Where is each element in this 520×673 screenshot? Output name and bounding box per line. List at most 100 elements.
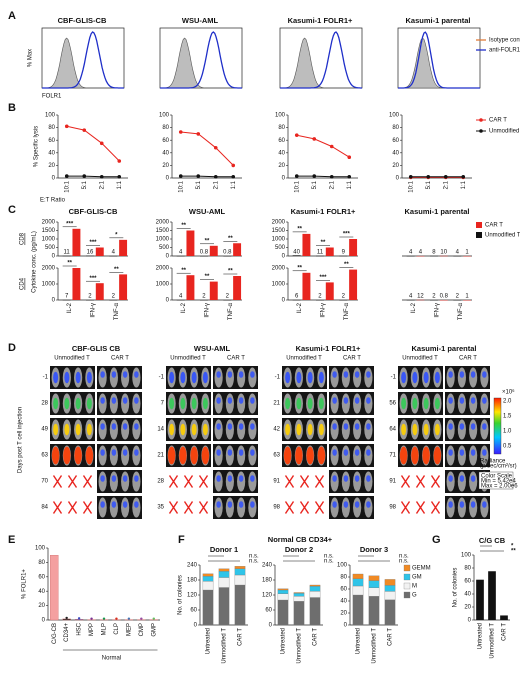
- image-panel: [282, 418, 327, 441]
- significance-label: n.s.: [249, 559, 259, 565]
- value-label: 11: [317, 250, 324, 256]
- bar: [119, 274, 128, 300]
- signal: [190, 446, 198, 465]
- x-tick-label: 1:1: [461, 180, 467, 189]
- image-panel: [166, 366, 211, 389]
- x-tick-label: TNF-α: [344, 302, 350, 320]
- image-panel: [329, 392, 374, 415]
- x-tick-label: C/G-CB: [52, 623, 58, 644]
- point: [312, 174, 317, 178]
- y-tick-label: 1500: [156, 228, 170, 234]
- death-mark: [198, 475, 209, 488]
- panel-a-title: WSU-AML: [182, 16, 219, 25]
- signal: [180, 423, 186, 436]
- signal: [411, 446, 419, 465]
- image-panel: [166, 392, 211, 415]
- death-mark: [67, 475, 78, 488]
- image-panel: [97, 496, 142, 519]
- signal: [470, 371, 476, 378]
- bar: [325, 247, 334, 256]
- signal: [399, 446, 408, 465]
- significance-label: **: [344, 262, 349, 268]
- image-panel: [398, 418, 443, 441]
- point: [99, 174, 104, 179]
- legend-swatch: [403, 582, 411, 590]
- y-tick-label: 40: [392, 150, 399, 156]
- legend-label: GM: [412, 575, 422, 581]
- signal: [85, 446, 94, 465]
- signal: [470, 475, 476, 482]
- x-tick-label: 10:1: [178, 180, 184, 192]
- x-tick-label: IFN-γ: [321, 303, 327, 318]
- signal: [111, 423, 117, 430]
- significance-label: **: [114, 267, 119, 273]
- signal: [459, 449, 465, 456]
- y-tick-label: 40: [38, 589, 45, 595]
- anti-folr1-histogram: [280, 31, 362, 89]
- image-panel: [398, 366, 443, 389]
- y-tick-label: 0: [269, 623, 273, 629]
- y-tick-label: 0: [166, 298, 170, 304]
- y-tick-label: 60: [190, 608, 197, 614]
- signal: [448, 423, 453, 430]
- point: [82, 128, 87, 132]
- legend-label: GEMM: [412, 566, 431, 572]
- y-tick-label: 80: [392, 125, 399, 131]
- signal: [307, 371, 313, 384]
- y-tick-label: 60: [48, 138, 55, 144]
- y-axis-label: No. of colonies: [178, 575, 184, 615]
- bar: [292, 255, 301, 256]
- y-tick-label: 80: [464, 566, 471, 572]
- signal: [448, 501, 453, 508]
- signal: [296, 423, 302, 436]
- signal: [354, 423, 360, 430]
- point: [213, 174, 218, 179]
- y-axis-label: Days post T cell injection: [18, 407, 24, 473]
- signal: [134, 475, 139, 482]
- x-tick-label: MPP: [89, 623, 95, 636]
- death-mark: [168, 501, 179, 514]
- bar-segment: [309, 591, 321, 598]
- y-tick-label: 20: [464, 605, 471, 611]
- day-label: 14: [157, 427, 164, 433]
- significance-label: **: [511, 549, 516, 555]
- significance-label: **: [228, 236, 233, 242]
- y-tick-label: 60: [340, 587, 347, 593]
- significance-label: n.s.: [249, 554, 259, 560]
- signal: [318, 371, 324, 384]
- legend-label: G: [412, 593, 417, 599]
- bar-segment: [234, 566, 246, 569]
- image-panel: [282, 392, 327, 415]
- signal: [401, 397, 407, 410]
- value-label: 2: [226, 294, 230, 300]
- color-bar-label: 1.5: [503, 414, 512, 420]
- chart-title: Donor 1: [210, 545, 238, 554]
- point: [115, 617, 118, 620]
- signal: [401, 371, 407, 384]
- day-label: 28: [41, 401, 48, 407]
- bar-segment: [277, 599, 289, 626]
- day-label: 63: [41, 453, 48, 459]
- signal: [459, 475, 465, 482]
- panel-letter: E: [8, 534, 15, 546]
- death-mark: [67, 501, 78, 514]
- day-label: 7: [161, 401, 165, 407]
- value-label: 2: [88, 294, 92, 300]
- x-tick-label: CAR T: [313, 628, 319, 646]
- signal: [227, 449, 233, 456]
- signal: [227, 371, 233, 378]
- x-tick-label: IL-2: [67, 302, 73, 313]
- signal: [422, 446, 430, 465]
- point: [294, 133, 299, 137]
- signal: [296, 397, 302, 410]
- signal: [53, 397, 59, 410]
- death-mark: [82, 501, 93, 514]
- x-tick-label: 5:1: [426, 180, 432, 189]
- image-panel: [329, 418, 374, 441]
- x-tick-label: TNF-α: [228, 302, 234, 320]
- signal: [306, 446, 314, 465]
- point: [461, 174, 466, 179]
- value-label: 9: [342, 250, 346, 256]
- anti-folr1-histogram: [160, 31, 242, 89]
